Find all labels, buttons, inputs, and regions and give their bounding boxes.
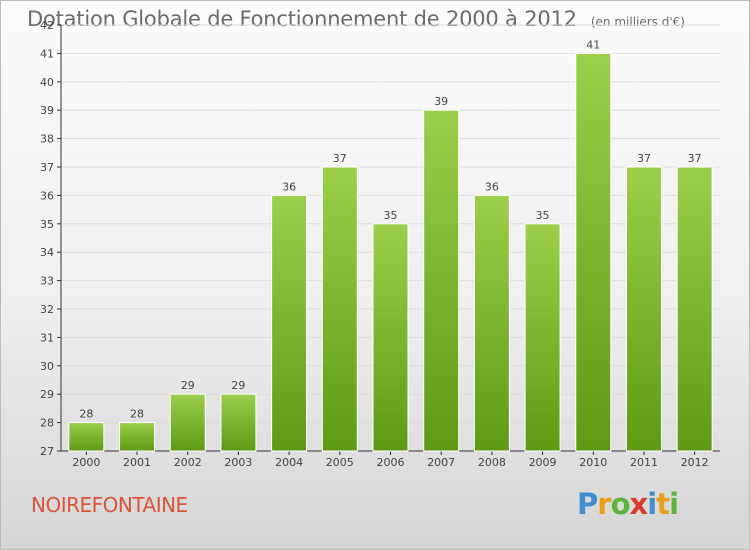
data-label-2005: 37 — [333, 152, 347, 165]
chart-title-text: Dotation Globale de Fonctionnement de 20… — [27, 7, 577, 31]
y-tick-label: 33 — [40, 275, 54, 288]
bar-2002 — [169, 393, 206, 452]
bar-2005 — [321, 166, 358, 452]
x-tick-label-2009: 2009 — [529, 456, 557, 469]
x-tick-label-2012: 2012 — [681, 456, 709, 469]
x-tick-label-2006: 2006 — [377, 456, 405, 469]
bar-2010 — [575, 52, 612, 452]
y-tick-label: 29 — [40, 388, 54, 401]
x-tick-label-2002: 2002 — [174, 456, 202, 469]
x-tick-label-2003: 2003 — [224, 456, 252, 469]
y-tick-label: 42 — [40, 19, 54, 32]
y-tick-label: 32 — [40, 303, 54, 316]
x-tick-label-2008: 2008 — [478, 456, 506, 469]
y-tick-label: 37 — [40, 161, 54, 174]
data-label-2009: 35 — [536, 209, 550, 222]
x-tick-label-2011: 2011 — [630, 456, 658, 469]
data-label-2007: 39 — [434, 95, 448, 108]
bar-2007 — [423, 109, 460, 452]
y-tick-label: 34 — [40, 246, 54, 259]
x-tick-label-2007: 2007 — [427, 456, 455, 469]
data-label-2006: 35 — [384, 209, 398, 222]
y-tick-label: 40 — [40, 76, 54, 89]
data-label-2004: 36 — [282, 180, 296, 193]
proxiti-logo[interactable]: Proxiti — [577, 487, 679, 521]
data-label-2012: 37 — [688, 152, 702, 165]
bar-chart: 27 28 29 30 31 32 33 34 35 36 37 38 39 40 41 42 2000 2001… — [40, 19, 720, 469]
bar-2006 — [372, 223, 409, 452]
data-label-2002: 29 — [181, 379, 195, 392]
y-tick-label: 28 — [40, 417, 54, 430]
bar-2012 — [676, 166, 713, 452]
bar-2001 — [119, 422, 156, 452]
data-label-2010: 41 — [586, 38, 600, 51]
data-label-2001: 28 — [130, 408, 144, 421]
x-tick-label-2010: 2010 — [579, 456, 607, 469]
y-tick-label: 30 — [40, 360, 54, 373]
data-label-2000: 28 — [79, 408, 93, 421]
x-tick-label-2000: 2000 — [72, 456, 100, 469]
bar-2009 — [524, 223, 561, 452]
y-tick-label: 38 — [40, 133, 54, 146]
bar-2004 — [271, 194, 308, 452]
data-label-2008: 36 — [485, 180, 499, 193]
y-tick-label: 36 — [40, 189, 54, 202]
bars: 28 28 29 29 36 37 35 39 36 35 41 37 37 — [68, 38, 713, 452]
y-tick-label: 27 — [40, 445, 54, 458]
commune-name: NOIREFONTAINE — [31, 493, 188, 517]
y-tick-label: 41 — [40, 47, 54, 60]
y-tick-label: 35 — [40, 218, 54, 231]
x-tick-label-2005: 2005 — [326, 456, 354, 469]
bar-2003 — [220, 393, 257, 452]
bar-2000 — [68, 422, 105, 452]
y-tick-label: 39 — [40, 104, 54, 117]
bar-2011 — [625, 166, 662, 452]
data-label-2011: 37 — [637, 152, 651, 165]
data-label-2003: 29 — [231, 379, 245, 392]
y-tick-label: 31 — [40, 331, 54, 344]
bar-2008 — [473, 194, 510, 452]
x-tick-label-2001: 2001 — [123, 456, 151, 469]
x-tick-label-2004: 2004 — [275, 456, 303, 469]
